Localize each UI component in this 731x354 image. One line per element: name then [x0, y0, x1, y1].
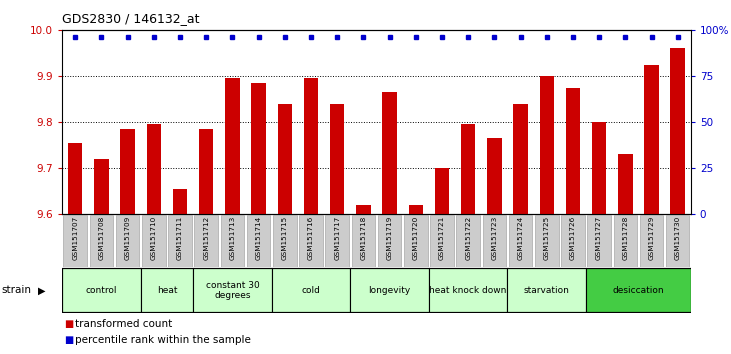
- Text: GSM151708: GSM151708: [99, 216, 105, 260]
- FancyBboxPatch shape: [325, 215, 349, 267]
- FancyBboxPatch shape: [350, 268, 429, 312]
- Bar: [68, 143, 83, 214]
- Text: GSM151725: GSM151725: [544, 216, 550, 260]
- Text: GSM151720: GSM151720: [413, 216, 419, 260]
- Text: starvation: starvation: [524, 286, 569, 295]
- FancyBboxPatch shape: [247, 215, 270, 267]
- Bar: [330, 104, 344, 214]
- Text: GSM151729: GSM151729: [648, 216, 654, 260]
- FancyBboxPatch shape: [666, 215, 689, 267]
- FancyBboxPatch shape: [62, 268, 140, 312]
- FancyBboxPatch shape: [587, 215, 611, 267]
- Text: GSM151723: GSM151723: [491, 216, 497, 260]
- Bar: [435, 168, 449, 214]
- Text: GSM151716: GSM151716: [308, 216, 314, 260]
- Bar: [409, 205, 423, 214]
- Bar: [539, 76, 554, 214]
- Bar: [513, 104, 528, 214]
- FancyBboxPatch shape: [640, 215, 663, 267]
- FancyBboxPatch shape: [535, 215, 558, 267]
- Bar: [251, 83, 266, 214]
- FancyBboxPatch shape: [352, 215, 375, 267]
- FancyBboxPatch shape: [90, 215, 113, 267]
- Text: constant 30
degrees: constant 30 degrees: [205, 281, 260, 300]
- FancyBboxPatch shape: [168, 215, 192, 267]
- Text: ■: ■: [64, 319, 74, 329]
- Bar: [670, 48, 685, 214]
- Bar: [461, 125, 475, 214]
- Text: strain: strain: [1, 285, 31, 295]
- FancyBboxPatch shape: [272, 268, 350, 312]
- Text: GSM151715: GSM151715: [281, 216, 288, 260]
- Text: GSM151712: GSM151712: [203, 216, 209, 260]
- Text: heat: heat: [156, 286, 177, 295]
- FancyBboxPatch shape: [194, 215, 218, 267]
- FancyBboxPatch shape: [64, 215, 87, 267]
- FancyBboxPatch shape: [142, 215, 166, 267]
- FancyBboxPatch shape: [586, 268, 691, 312]
- FancyBboxPatch shape: [193, 268, 272, 312]
- FancyBboxPatch shape: [561, 215, 585, 267]
- Text: ▶: ▶: [38, 285, 45, 295]
- Bar: [173, 189, 187, 214]
- Text: GSM151728: GSM151728: [622, 216, 629, 260]
- Bar: [121, 129, 135, 214]
- FancyBboxPatch shape: [404, 215, 428, 267]
- Bar: [487, 138, 501, 214]
- Bar: [566, 88, 580, 214]
- FancyBboxPatch shape: [509, 215, 532, 267]
- Text: desiccation: desiccation: [613, 286, 664, 295]
- Bar: [225, 79, 240, 214]
- FancyBboxPatch shape: [429, 268, 507, 312]
- Bar: [644, 64, 659, 214]
- Text: GSM151714: GSM151714: [256, 216, 262, 260]
- Bar: [278, 104, 292, 214]
- Text: transformed count: transformed count: [75, 319, 173, 329]
- Text: cold: cold: [302, 286, 320, 295]
- Bar: [94, 159, 109, 214]
- Text: GSM151726: GSM151726: [570, 216, 576, 260]
- FancyBboxPatch shape: [221, 215, 244, 267]
- Text: GSM151713: GSM151713: [230, 216, 235, 260]
- Bar: [199, 129, 213, 214]
- FancyBboxPatch shape: [299, 215, 323, 267]
- FancyBboxPatch shape: [140, 268, 193, 312]
- Text: GSM151727: GSM151727: [596, 216, 602, 260]
- Text: GSM151721: GSM151721: [439, 216, 445, 260]
- FancyBboxPatch shape: [482, 215, 506, 267]
- Text: GSM151717: GSM151717: [334, 216, 340, 260]
- Text: control: control: [86, 286, 117, 295]
- Text: GSM151710: GSM151710: [151, 216, 157, 260]
- FancyBboxPatch shape: [507, 268, 586, 312]
- Text: GSM151724: GSM151724: [518, 216, 523, 260]
- Text: GSM151718: GSM151718: [360, 216, 366, 260]
- Text: percentile rank within the sample: percentile rank within the sample: [75, 335, 251, 345]
- Text: heat knock down: heat knock down: [429, 286, 507, 295]
- Text: GDS2830 / 146132_at: GDS2830 / 146132_at: [62, 12, 200, 25]
- Text: GSM151707: GSM151707: [72, 216, 78, 260]
- Bar: [147, 125, 161, 214]
- Text: GSM151711: GSM151711: [177, 216, 183, 260]
- Text: GSM151709: GSM151709: [124, 216, 131, 260]
- Text: ■: ■: [64, 335, 74, 345]
- Bar: [592, 122, 606, 214]
- FancyBboxPatch shape: [115, 215, 140, 267]
- FancyBboxPatch shape: [613, 215, 637, 267]
- FancyBboxPatch shape: [456, 215, 480, 267]
- Bar: [618, 154, 632, 214]
- Bar: [304, 79, 318, 214]
- Text: GSM151722: GSM151722: [465, 216, 471, 260]
- Text: GSM151730: GSM151730: [675, 216, 681, 260]
- Text: longevity: longevity: [368, 286, 411, 295]
- Text: GSM151719: GSM151719: [387, 216, 393, 260]
- Bar: [382, 92, 397, 214]
- FancyBboxPatch shape: [378, 215, 401, 267]
- FancyBboxPatch shape: [430, 215, 454, 267]
- Bar: [356, 205, 371, 214]
- FancyBboxPatch shape: [273, 215, 297, 267]
